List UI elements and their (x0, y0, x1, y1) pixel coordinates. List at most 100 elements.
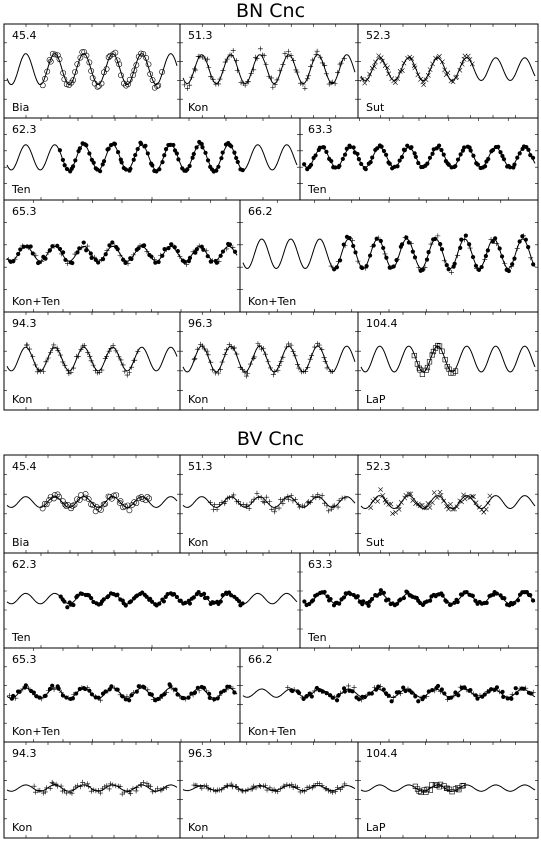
model-curve (6, 53, 178, 86)
panel-ticks (180, 742, 358, 838)
panel-date-label: 63.3 (308, 558, 333, 571)
panel-0-3: 62.3 Ten (3, 117, 301, 201)
panel-date-label: 104.4 (366, 317, 398, 330)
panel-1-1: 51.3 Kon (179, 454, 359, 554)
panel-date-label: 65.3 (12, 205, 37, 218)
data-points (302, 588, 536, 608)
panel-1-4: 63.3 Ten (299, 552, 539, 649)
panel-ticks (4, 312, 180, 410)
panel-0-6: 66.2 Kon+Ten (239, 199, 539, 313)
panel-ticks (4, 455, 180, 553)
panel-ticks (180, 455, 358, 553)
data-points (359, 53, 475, 88)
panel-observer-label: Kon+Ten (248, 295, 296, 308)
data-points (57, 139, 245, 174)
model-curve (242, 238, 536, 270)
model-curve (182, 496, 356, 508)
panel-observer-label: Ten (307, 631, 327, 644)
panel-observer-label: Ten (11, 183, 31, 196)
data-points (368, 487, 493, 516)
data-points (39, 49, 165, 91)
panel-observer-label: Kon (188, 393, 208, 406)
panel-1-3: 62.3 Ten (3, 552, 301, 649)
panel-date-label: 94.3 (12, 747, 37, 760)
panel-date-label: 66.2 (248, 653, 273, 666)
panel-date-label: 51.3 (188, 460, 213, 473)
panel-ticks (240, 200, 538, 312)
panel-ticks (4, 200, 240, 312)
data-points (31, 779, 170, 797)
panel-0-7: 94.3 Kon (3, 311, 181, 411)
data-points (411, 342, 459, 377)
panel-1-6: 66.2 Kon+Ten (239, 647, 539, 743)
panel-ticks (180, 24, 358, 118)
panel-0-1: 51.3 Kon (179, 23, 359, 119)
panel-1-0: 45.4 Bia (3, 454, 181, 554)
panel-observer-label: Kon+Ten (12, 295, 60, 308)
panel-date-label: 62.3 (12, 123, 37, 136)
panel-observer-label: Ten (307, 183, 327, 196)
data-points (191, 781, 348, 795)
panel-observer-label: Kon+Ten (12, 725, 60, 738)
panel-observer-label: Ten (11, 631, 31, 644)
panel-ticks (4, 648, 240, 742)
panel-observer-label: Kon (188, 821, 208, 834)
panel-0-8: 96.3 Kon (179, 311, 359, 411)
panel-date-label: 96.3 (188, 747, 213, 760)
model-curve (360, 57, 536, 82)
panel-date-label: 52.3 (366, 29, 391, 42)
panel-0-2: 52.3 Sut (357, 23, 539, 119)
model-curve (6, 346, 178, 372)
panel-observer-label: Bia (12, 536, 29, 549)
panel-date-label: 96.3 (188, 317, 213, 330)
model-curve (360, 345, 536, 373)
figure-title-bv-cnc: BV Cnc (236, 428, 305, 450)
panel-date-label: 51.3 (188, 29, 213, 42)
data-points (207, 490, 348, 515)
panel-observer-label: Bia (12, 101, 29, 114)
panel-observer-label: Kon (188, 536, 208, 549)
panel-ticks (358, 742, 538, 838)
panel-observer-label: Kon+Ten (248, 725, 296, 738)
panel-observer-label: Kon (12, 393, 32, 406)
panel-observer-label: LaP (366, 393, 386, 406)
panel-date-label: 63.3 (308, 123, 333, 136)
panel-1-8: 96.3 Kon (179, 741, 359, 839)
data-points (7, 682, 237, 703)
panel-ticks (300, 553, 538, 648)
panel-observer-label: Sut (366, 101, 385, 114)
panel-ticks (180, 312, 358, 410)
data-points (302, 143, 536, 172)
data-points (191, 341, 335, 379)
panel-0-9: 104.4 LaP (357, 311, 539, 411)
figure-title-bn-cnc: BN Cnc (235, 0, 306, 22)
data-points (328, 233, 536, 275)
data-points (285, 683, 536, 704)
panel-observer-label: Sut (366, 536, 385, 549)
model-curve (182, 345, 356, 373)
panel-date-label: 66.2 (248, 205, 273, 218)
panel-ticks (358, 455, 538, 553)
panel-date-label: 65.3 (12, 653, 37, 666)
panel-date-label: 62.3 (12, 558, 37, 571)
panel-1-7: 94.3 Kon (3, 741, 181, 839)
panel-observer-label: Kon (188, 101, 208, 114)
panel-date-label: 94.3 (12, 317, 37, 330)
data-points (5, 240, 238, 267)
panel-0-4: 63.3 Ten (299, 117, 539, 201)
panel-1-5: 65.3 Kon+Ten (3, 647, 241, 743)
panel-date-label: 52.3 (366, 460, 391, 473)
panel-ticks (358, 312, 538, 410)
panel-ticks (4, 118, 300, 200)
panel-frame (3, 117, 301, 201)
model-curve (360, 784, 536, 792)
model-curve (6, 784, 178, 792)
data-points (39, 491, 153, 515)
panel-ticks (4, 742, 180, 838)
panel-date-label: 104.4 (366, 747, 398, 760)
panel-ticks (300, 118, 538, 200)
data-points (24, 342, 141, 378)
panel-ticks (4, 553, 300, 648)
panel-1-9: 104.4 LaP (357, 741, 539, 839)
